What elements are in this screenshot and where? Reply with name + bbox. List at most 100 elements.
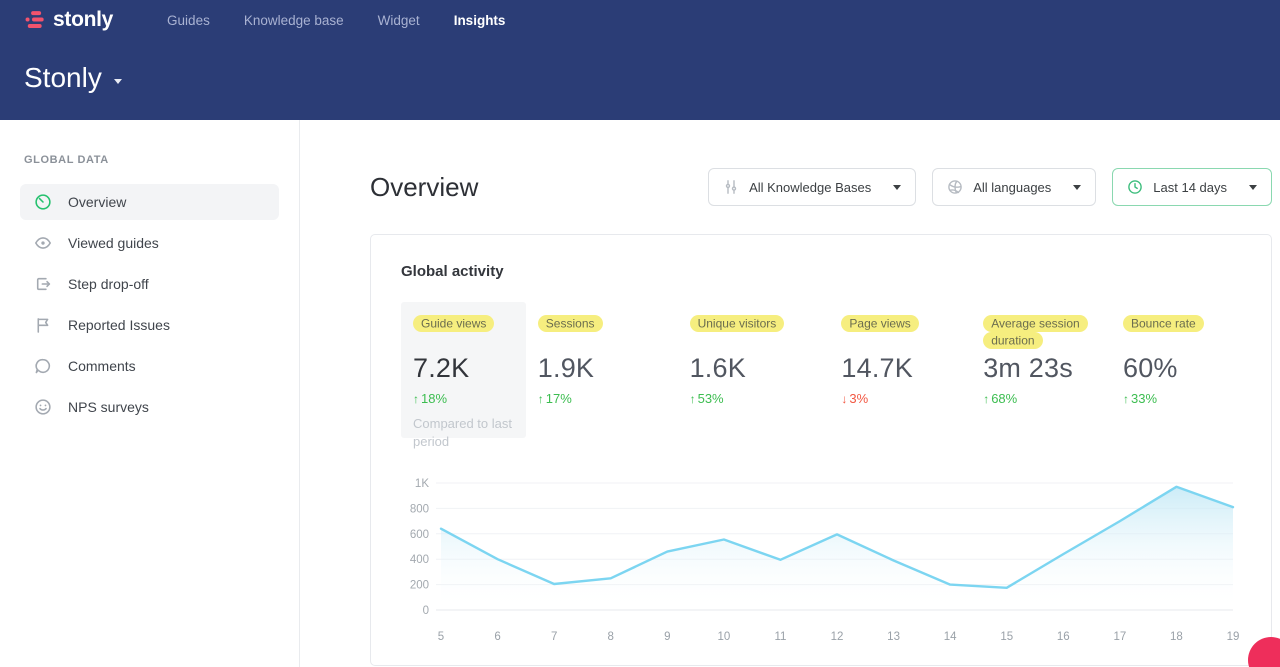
x-axis-tick-label: 11: [774, 631, 786, 643]
gauge-icon: [34, 193, 52, 211]
flag-icon: [34, 316, 52, 334]
workspace-selector[interactable]: Stonly: [24, 62, 122, 94]
metric-value: 1.6K: [689, 353, 746, 383]
metric-delta-value: 33%: [1130, 391, 1158, 406]
metric-label-highlight: Guide views: [413, 314, 495, 332]
chart-svg: 0 200 400 600 800 1K 5 6 7 8 9 10 11 12 13 14 15 16 17 18 19: [410, 478, 1240, 643]
y-axis-tick-label: 200: [410, 580, 429, 592]
filter-label: Last 14 days: [1153, 179, 1227, 195]
metric-delta-value: 3%: [849, 391, 869, 406]
main-header: Overview All Knowledge Bases All language…: [370, 168, 1272, 206]
sidebar-item-label: NPS surveys: [68, 399, 149, 415]
sidebar-item-step-drop-off[interactable]: Step drop-off: [20, 266, 279, 302]
metric-value: 7.2K: [413, 353, 470, 383]
x-axis-tick-label: 12: [831, 631, 844, 643]
chart-line-series: [439, 485, 1235, 589]
arrow-up-icon: ↑: [983, 392, 990, 406]
sidebar-section-label: GLOBAL DATA: [24, 154, 109, 166]
chevron-down-icon: [1073, 184, 1082, 190]
x-axis-tick-label: 17: [1113, 631, 1126, 643]
filter-dropdown-last-14-days[interactable]: Last 14 days: [1112, 168, 1272, 206]
x-axis-tick-label: 8: [608, 631, 614, 643]
metric-guide-views[interactable]: Guide views 7.2K ↑ 18% Compared to last peri…: [401, 302, 526, 449]
metric-label-zone: Guide views: [413, 314, 514, 352]
metric-delta-value: 53%: [697, 391, 724, 406]
metric-label-zone: Bounce rate: [1122, 314, 1241, 352]
x-axis-tick-label: 15: [1000, 631, 1013, 643]
chevron-down-icon: [113, 78, 122, 84]
stonly-logo-text: stonly: [53, 8, 114, 31]
workspace-row: Stonly: [24, 62, 1256, 94]
filter-label: All Knowledge Bases: [749, 179, 872, 195]
sidebar-item-label: Comments: [68, 358, 136, 374]
eye-icon: [34, 234, 52, 252]
sidebar-item-viewed-guides[interactable]: Viewed guides: [20, 225, 279, 261]
filter-label: All languages: [973, 179, 1052, 195]
sidebar-item-label: Viewed guides: [68, 235, 159, 251]
sidebar-item-label: Overview: [68, 194, 127, 210]
sidebar-item-label: Reported Issues: [68, 317, 170, 333]
workspace-name: Stonly: [24, 62, 102, 93]
metric-delta-value: 17%: [545, 391, 572, 406]
y-axis-tick-label: 1K: [415, 478, 429, 490]
metric-delta: ↑ 68%: [983, 391, 1111, 406]
filter-dropdown-all-languages[interactable]: All languages: [932, 168, 1097, 206]
sidebar-item-overview[interactable]: Overview: [20, 184, 279, 220]
metric-label-highlight: Bounce rate: [1122, 314, 1204, 332]
sidebar-item-reported-issues[interactable]: Reported Issues: [20, 307, 279, 343]
metric-unique-visitors[interactable]: Unique visitors 1.6K ↑ 53%: [689, 302, 830, 438]
filter-bar: All Knowledge Bases All languages Last 14 …: [708, 168, 1272, 206]
metric-delta-value: 68%: [991, 391, 1018, 406]
stonly-logo[interactable]: stonly: [24, 8, 113, 32]
metric-value: 60%: [1122, 353, 1178, 383]
sidebar-item-nps-surveys[interactable]: NPS surveys: [20, 389, 279, 425]
arrow-up-icon: ↑: [689, 392, 696, 406]
nav-item-knowledge-base[interactable]: Knowledge base: [243, 12, 344, 28]
y-axis-tick-label: 800: [410, 503, 429, 515]
clock-icon: [1127, 179, 1143, 195]
primary-nav: Guides Knowledge base Widget Insights: [167, 13, 505, 28]
metric-page-views[interactable]: Page views 14.7K ↓ 3%: [841, 302, 971, 438]
metric-delta: ↑ 18%: [413, 391, 514, 406]
x-axis-tick-label: 19: [1227, 631, 1240, 643]
nav-item-guides[interactable]: Guides: [167, 12, 210, 28]
metric-delta: ↑ 33%: [1123, 391, 1241, 406]
sliders-icon: [723, 179, 739, 195]
activity-area-chart: 0 200 400 600 800 1K 5 6 7 8 9 10 11 12 13 14 15 16 17 18 19: [401, 470, 1241, 646]
nav-item-insights[interactable]: Insights: [453, 12, 506, 28]
main-content: Overview All Knowledge Bases All language…: [300, 120, 1280, 667]
stonly-logo-icon: [24, 10, 46, 30]
arrow-up-icon: ↑: [1122, 392, 1129, 406]
x-axis-tick-label: 10: [717, 631, 730, 643]
x-axis-tick-label: 14: [944, 631, 957, 643]
nav-item-widget[interactable]: Widget: [377, 12, 420, 28]
top-navbar: stonly Guides Knowledge base Widget Insight…: [24, 0, 1256, 40]
x-axis-tick-label: 9: [664, 631, 670, 643]
chevron-down-icon: [893, 184, 902, 190]
top-header: stonly Guides Knowledge base Widget Insight…: [0, 0, 1280, 120]
x-axis-tick-label: 13: [887, 631, 900, 643]
arrow-down-icon: ↓: [841, 392, 848, 406]
arrow-up-icon: ↑: [413, 392, 419, 406]
body-layout: GLOBAL DATA Overview Viewed guides Step dr…: [0, 120, 1280, 667]
metric-average-session-duration[interactable]: Average session duration 3m 23s ↑ 68%: [983, 302, 1111, 438]
metric-sessions[interactable]: Sessions 1.9K ↑ 17%: [537, 302, 678, 438]
filter-dropdown-all-knowledge-bases[interactable]: All Knowledge Bases: [708, 168, 917, 206]
metric-label-zone: Page views: [841, 314, 971, 352]
metric-label-highlight: Average session duration: [983, 314, 1088, 349]
sidebar: GLOBAL DATA Overview Viewed guides Step dr…: [0, 120, 300, 667]
y-axis-tick-label: 600: [410, 529, 429, 541]
metric-value: 3m 23s: [983, 353, 1073, 383]
metric-label-zone: Sessions: [537, 314, 678, 352]
metrics-row: Guide views 7.2K ↑ 18% Compared to last peri…: [401, 302, 1241, 449]
sidebar-item-comments[interactable]: Comments: [20, 348, 279, 384]
chevron-down-icon: [1249, 184, 1257, 190]
metric-label-highlight: Sessions: [537, 314, 603, 332]
page-title: Overview: [370, 171, 479, 202]
y-axis-tick-label: 0: [423, 605, 429, 617]
x-axis-tick-label: 5: [438, 631, 444, 643]
metric-delta-value: 18%: [421, 391, 448, 406]
metric-caption: Compared to last period: [413, 416, 512, 449]
metric-bounce-rate[interactable]: Bounce rate 60% ↑ 33%: [1122, 302, 1241, 438]
sidebar-item-label: Step drop-off: [68, 276, 149, 292]
